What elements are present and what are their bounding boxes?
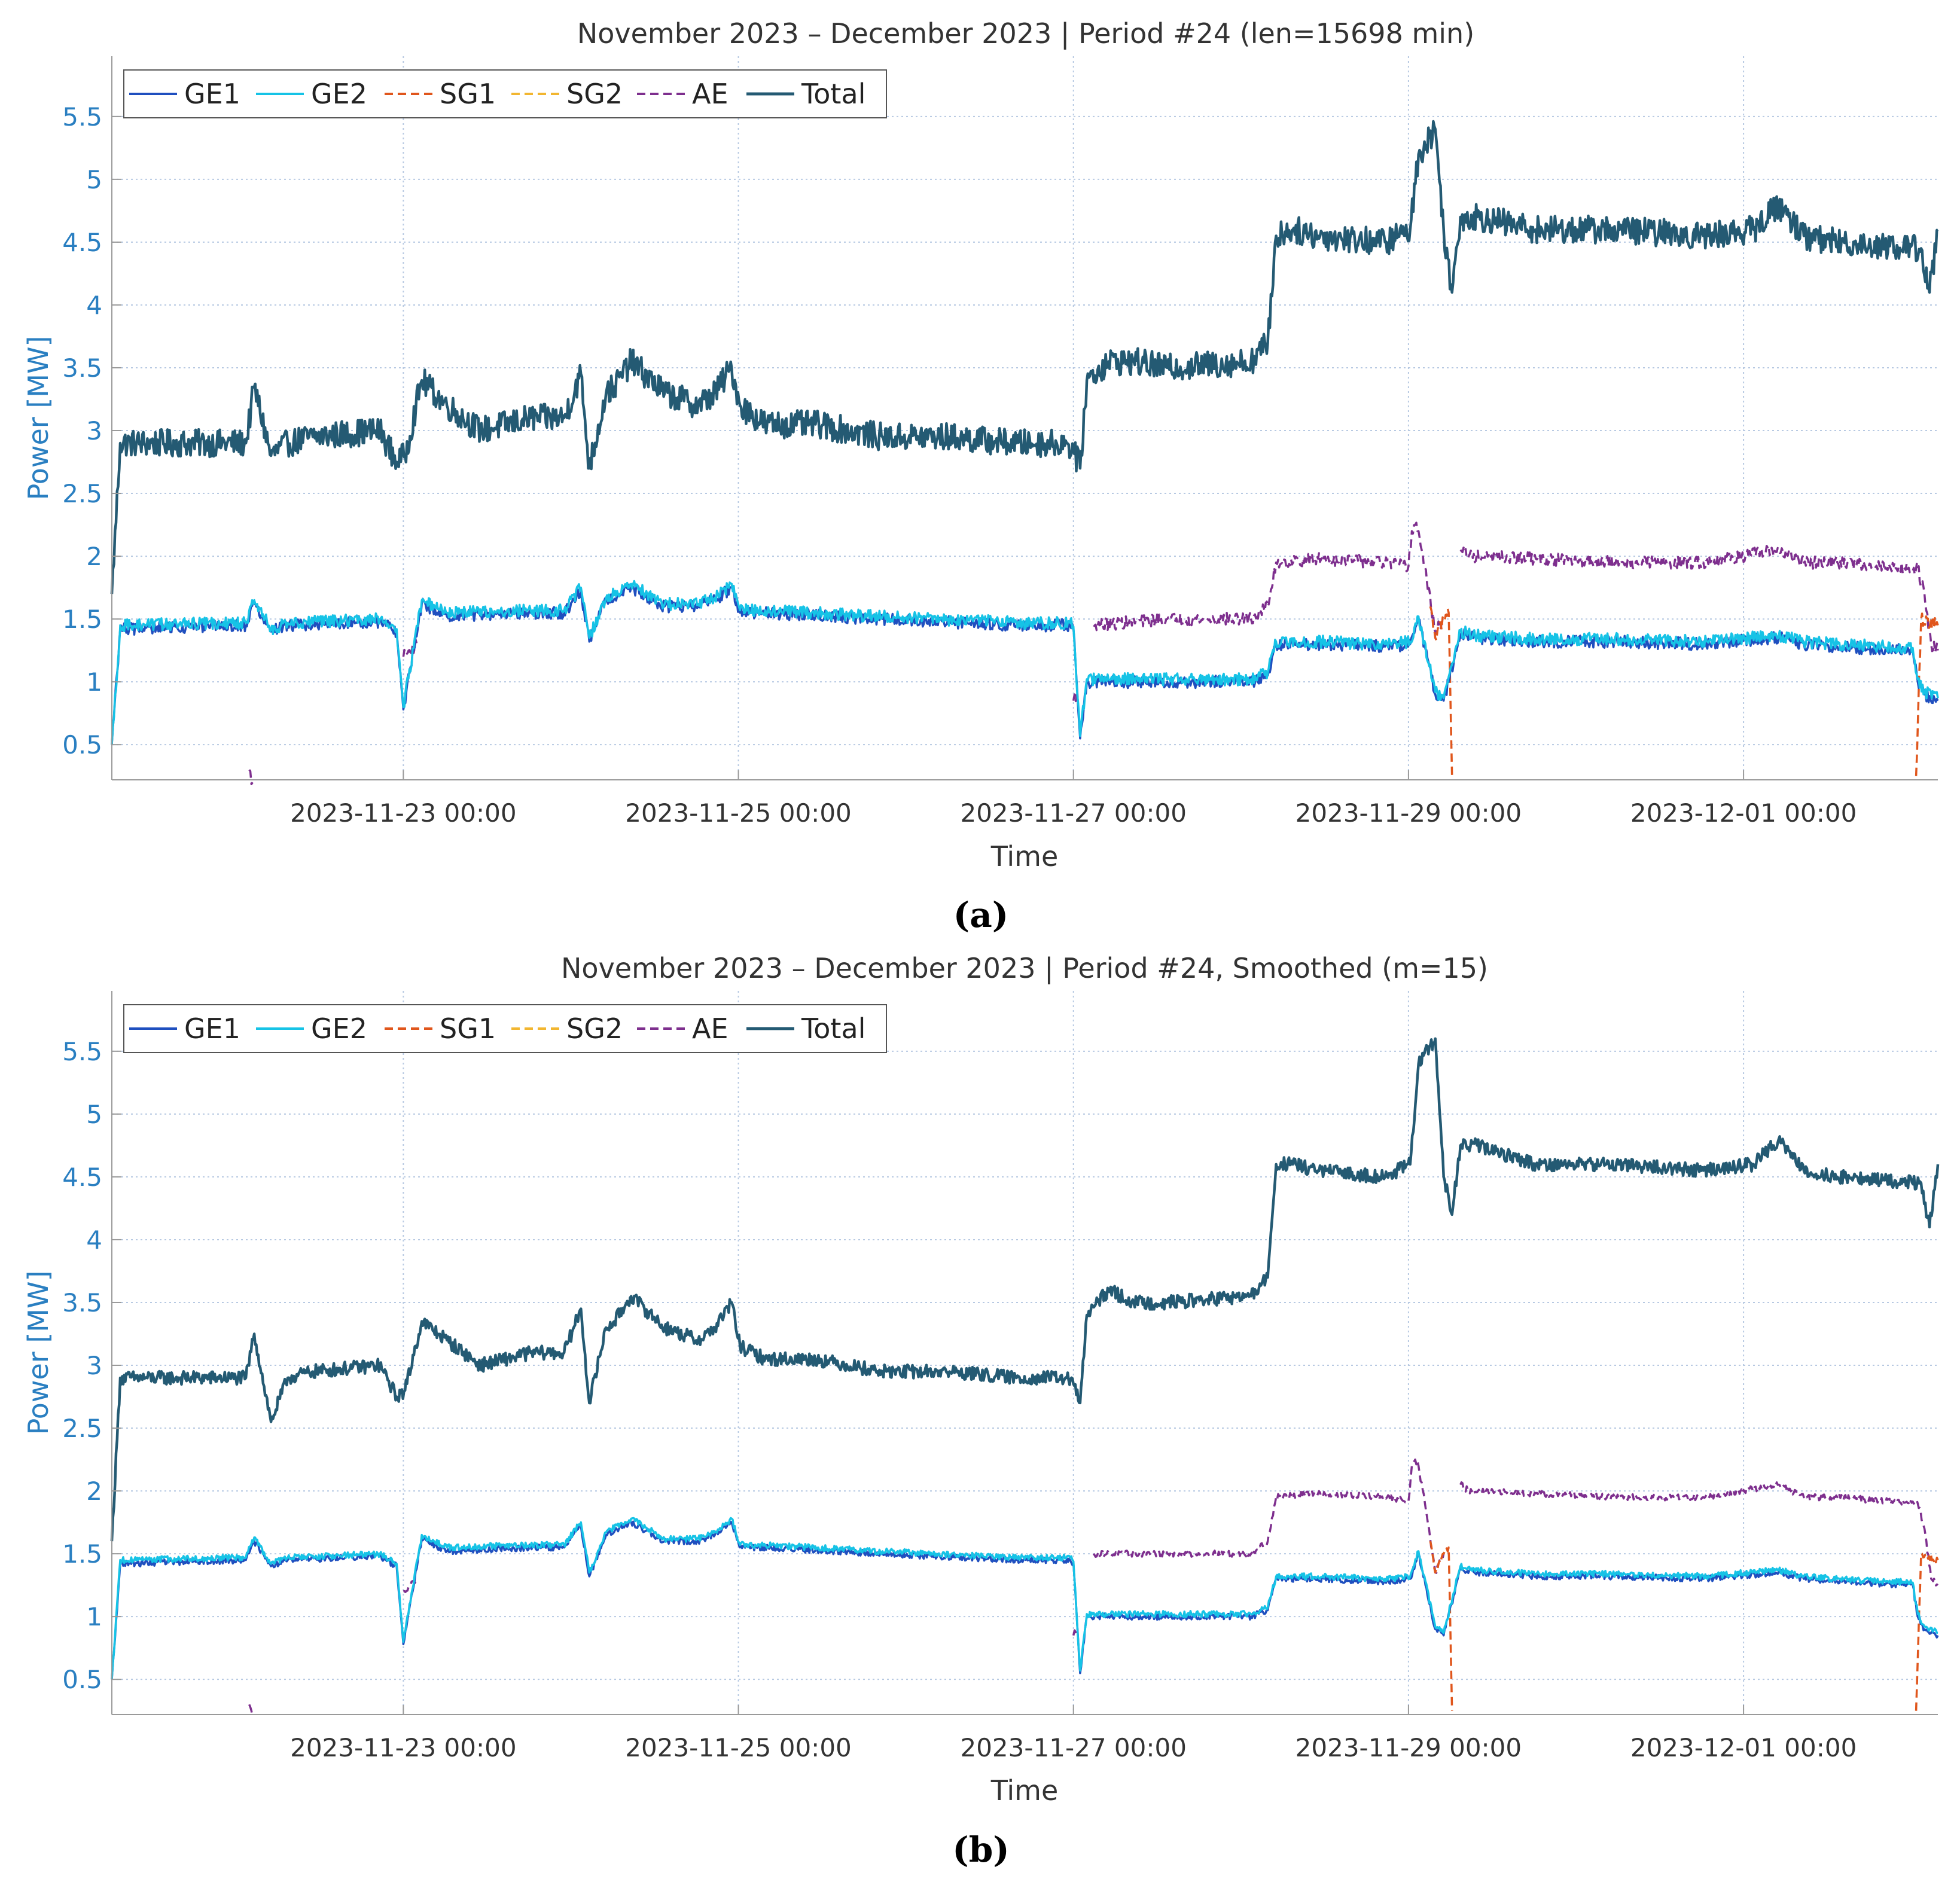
y-tick-label: 4: [86, 1225, 102, 1255]
legend-label-total: Total: [801, 1012, 865, 1045]
x-axis-label: Time: [990, 840, 1059, 873]
y-tick-label: 1: [86, 1602, 102, 1631]
legend-label-ae: AE: [692, 1012, 728, 1045]
x-tick-label: 2023-11-23 00:00: [290, 1733, 516, 1762]
grid-lines: [112, 56, 1938, 780]
legend-label-sg1: SG1: [440, 78, 496, 110]
panel-label-a: (a): [953, 895, 1008, 935]
y-tick-label: 1.5: [62, 1539, 102, 1569]
y-tick-label: 4.5: [62, 228, 102, 257]
series-line-ae: [248, 1458, 1939, 1718]
x-tick-label: 2023-11-25 00:00: [625, 1733, 851, 1762]
y-tick-label: 5.5: [62, 1037, 102, 1066]
x-axis-label: Time: [990, 1774, 1059, 1807]
x-tick-label: 2023-12-01 00:00: [1630, 1733, 1857, 1762]
y-tick-label: 3: [86, 1351, 102, 1380]
y-tick-label: 3.5: [62, 1288, 102, 1317]
panel-label-b: (b): [952, 1829, 1009, 1870]
y-axis-label: Power [MW]: [22, 336, 54, 501]
y-tick-label: 0.5: [62, 730, 102, 759]
y-tick-label: 1: [86, 667, 102, 697]
y-tick-label: 2.5: [62, 479, 102, 508]
y-tick-label: 5: [86, 165, 102, 194]
chart-title: November 2023 – December 2023 | Period #…: [561, 952, 1488, 985]
legend-label-sg2: SG2: [566, 1012, 623, 1045]
axes: [111, 56, 1938, 780]
legend-label-ge1: GE1: [184, 78, 240, 110]
series-line-total: [110, 120, 1939, 594]
y-tick-label: 2: [86, 542, 102, 571]
y-tick-label: 4.5: [62, 1163, 102, 1192]
chart-title: November 2023 – December 2023 | Period #…: [577, 17, 1474, 50]
y-ticks: 0.5 1 1.5 2 2.5 3 3.5 4 4.5 5 5.5: [62, 1037, 121, 1694]
series-line-sg1: [1429, 606, 1939, 776]
series-line-ae: [248, 521, 1939, 785]
legend-label-ge1: GE1: [184, 1012, 240, 1045]
x-tick-label: 2023-11-23 00:00: [290, 798, 516, 828]
legend-label-ae: AE: [692, 78, 728, 110]
x-tick-label: 2023-11-27 00:00: [960, 798, 1186, 828]
legend: GE1 GE2 SG1 SG2 AE Total: [123, 69, 887, 118]
y-tick-label: 0.5: [62, 1665, 102, 1694]
y-tick-label: 2.5: [62, 1414, 102, 1443]
series-line-total: [110, 1037, 1940, 1542]
data-series: [110, 1037, 1940, 1718]
y-tick-label: 2: [86, 1477, 102, 1506]
chart-panel-a: November 2023 – December 2023 | Period #…: [22, 17, 1939, 935]
axes: [111, 991, 1938, 1715]
x-ticks: 2023-11-23 00:00 2023-11-25 00:00 2023-11-…: [290, 770, 1857, 828]
plot-area: [112, 991, 1938, 1715]
y-tick-label: 3: [86, 416, 102, 446]
series-line-sg1: [1429, 1541, 1939, 1711]
legend-label-sg1: SG1: [440, 1012, 496, 1045]
x-tick-label: 2023-11-29 00:00: [1296, 1733, 1522, 1762]
y-axis-label: Power [MW]: [22, 1271, 54, 1435]
data-series: [110, 120, 1939, 785]
series-line-ge2: [111, 579, 1939, 745]
legend-label-sg2: SG2: [566, 78, 623, 110]
x-tick-label: 2023-12-01 00:00: [1630, 798, 1857, 828]
y-tick-label: 4: [86, 291, 102, 320]
series-line-ge2: [111, 1517, 1938, 1680]
legend-label-ge2: GE2: [311, 1012, 367, 1045]
x-ticks: 2023-11-23 00:00 2023-11-25 00:00 2023-11-…: [290, 1705, 1857, 1762]
y-ticks: 0.5 1 1.5 2 2.5 3 3.5 4 4.5 5 5.5: [62, 102, 121, 759]
y-tick-label: 3.5: [62, 353, 102, 383]
grid-lines: [112, 991, 1938, 1715]
x-tick-label: 2023-11-29 00:00: [1296, 798, 1522, 828]
chart-panel-b: November 2023 – December 2023 | Period #…: [22, 952, 1940, 1870]
x-tick-label: 2023-11-25 00:00: [625, 798, 851, 828]
plot-area: [112, 56, 1938, 780]
y-tick-label: 1.5: [62, 605, 102, 634]
x-tick-label: 2023-11-27 00:00: [960, 1733, 1186, 1762]
y-tick-label: 5: [86, 1100, 102, 1129]
y-tick-label: 5.5: [62, 102, 102, 132]
legend-label-ge2: GE2: [311, 78, 367, 110]
legend: GE1 GE2 SG1 SG2 AE Total: [123, 1004, 887, 1053]
legend-label-total: Total: [801, 78, 865, 110]
